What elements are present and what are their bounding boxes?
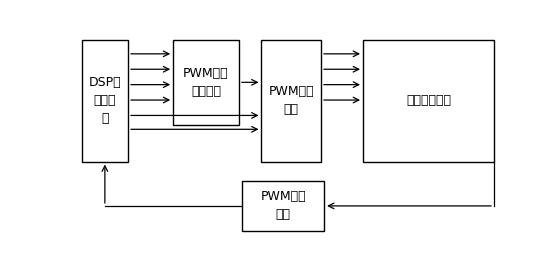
Bar bbox=[173, 40, 239, 125]
Text: DSP处
理器电
路: DSP处 理器电 路 bbox=[88, 76, 121, 125]
Bar bbox=[262, 40, 321, 162]
Bar bbox=[82, 40, 128, 162]
Bar bbox=[242, 181, 324, 231]
Text: PWM驱动
电路: PWM驱动 电路 bbox=[260, 190, 306, 221]
Bar bbox=[363, 40, 494, 162]
Text: PWM驱动
电路: PWM驱动 电路 bbox=[268, 85, 314, 116]
Text: 全桥功率电路: 全桥功率电路 bbox=[406, 94, 451, 107]
Text: PWM驱动
切换电路: PWM驱动 切换电路 bbox=[183, 67, 229, 98]
